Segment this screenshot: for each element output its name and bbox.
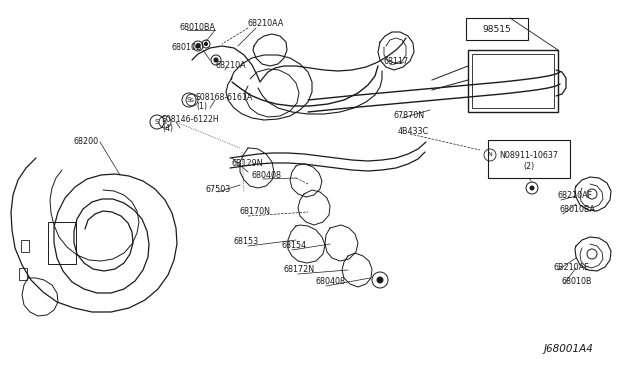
Text: J68001A4: J68001A4: [544, 344, 594, 354]
Bar: [472, 54, 554, 108]
Text: S: S: [187, 97, 191, 103]
Bar: [48, 222, 76, 264]
Text: 680408: 680408: [252, 171, 282, 180]
Text: (1): (1): [196, 103, 207, 112]
Text: 67503: 67503: [206, 186, 231, 195]
Text: 680408: 680408: [316, 278, 346, 286]
Text: 68210AA: 68210AA: [248, 19, 284, 29]
Text: N08911-10637: N08911-10637: [499, 151, 559, 160]
Text: 68010BA: 68010BA: [180, 22, 216, 32]
Bar: [19, 268, 27, 280]
Text: 67870N: 67870N: [394, 110, 425, 119]
Circle shape: [214, 58, 218, 62]
Text: S08146-6122H: S08146-6122H: [162, 115, 220, 124]
Text: 68010B: 68010B: [562, 276, 593, 285]
Text: S08168-6161A: S08168-6161A: [196, 93, 253, 102]
Text: S: S: [190, 97, 194, 103]
Bar: [466, 18, 528, 40]
Bar: [468, 50, 558, 112]
Text: 68210A: 68210A: [216, 61, 246, 71]
Text: 68172N: 68172N: [284, 266, 315, 275]
Text: 68210AF: 68210AF: [557, 192, 592, 201]
Text: 68200: 68200: [74, 138, 99, 147]
Circle shape: [196, 44, 200, 48]
Text: S: S: [163, 119, 167, 125]
Text: 4B433C: 4B433C: [398, 126, 429, 135]
Text: S: S: [155, 119, 159, 125]
Text: 68153: 68153: [234, 237, 259, 247]
Text: 68117: 68117: [384, 57, 409, 65]
Bar: [488, 140, 570, 178]
Circle shape: [205, 42, 207, 45]
Text: (2): (2): [524, 163, 534, 171]
Text: 68010BA: 68010BA: [560, 205, 596, 215]
Circle shape: [377, 277, 383, 283]
Text: 6B129N: 6B129N: [232, 158, 264, 167]
Text: (4): (4): [162, 125, 173, 134]
Text: 6B210AE: 6B210AE: [554, 263, 590, 273]
Text: 98515: 98515: [483, 26, 511, 35]
Bar: [21, 240, 29, 252]
Text: N: N: [488, 153, 492, 157]
Text: 68170N: 68170N: [240, 208, 271, 217]
Circle shape: [530, 186, 534, 190]
Text: 68010B: 68010B: [172, 42, 202, 51]
Text: 68154: 68154: [282, 241, 307, 250]
